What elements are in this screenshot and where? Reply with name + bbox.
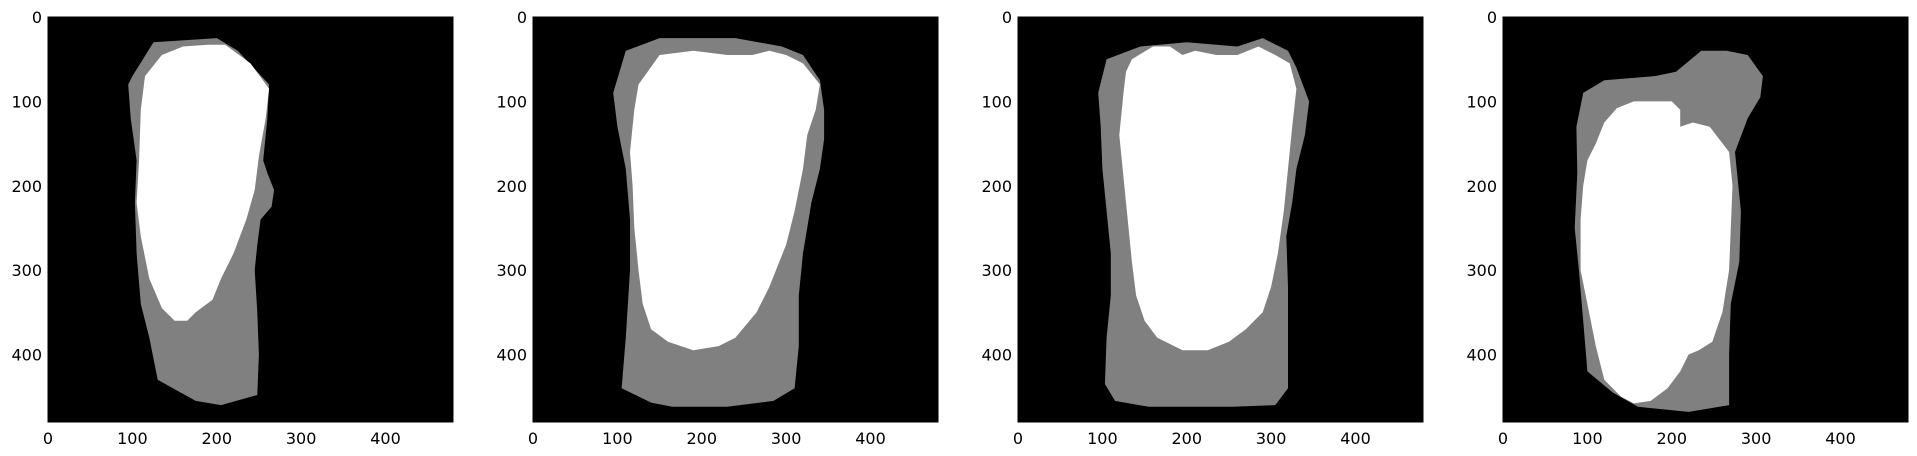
x-tick-label: 300 [286, 429, 317, 448]
x-tick-label: 100 [1087, 429, 1118, 448]
y-tick-label: 200 [11, 177, 42, 196]
x-tick-label: 100 [1572, 429, 1603, 448]
x-tick-label: 200 [1171, 429, 1202, 448]
y-tick-label: 0 [1487, 8, 1497, 27]
x-tick-label: 300 [1741, 429, 1772, 448]
y-tick-label: 400 [496, 346, 527, 365]
y-tick-label: 100 [1466, 92, 1497, 111]
inner-mask-region [1580, 101, 1733, 404]
y-tick-label: 0 [517, 8, 527, 27]
y-tick-label: 200 [981, 177, 1012, 196]
x-tick-label: 200 [686, 429, 717, 448]
x-tick-label: 300 [771, 429, 802, 448]
x-tick-label: 400 [370, 429, 401, 448]
axes-frame [1502, 16, 1909, 423]
y-tick-label: 400 [11, 346, 42, 365]
inner-mask-region [136, 44, 270, 321]
y-tick-label: 300 [11, 261, 42, 280]
y-tick-label: 300 [1466, 261, 1497, 280]
x-tick-label: 400 [1340, 429, 1371, 448]
y-tick-label: 100 [11, 92, 42, 111]
x-tick-label: 0 [43, 429, 53, 448]
y-tick-label: 200 [496, 177, 527, 196]
panel-4: 0 100 200 300 400 0 100 200 300 400 [1466, 8, 1909, 448]
x-tick-label: 100 [117, 429, 148, 448]
x-tick-label: 300 [1256, 429, 1287, 448]
x-tick-label: 400 [855, 429, 886, 448]
x-tick-label: 0 [528, 429, 538, 448]
x-tick-label: 200 [1656, 429, 1687, 448]
y-tick-label: 300 [496, 261, 527, 280]
y-tick-label: 0 [1002, 8, 1012, 27]
x-tick-label: 0 [1013, 429, 1023, 448]
axes-frame [47, 16, 454, 423]
panel-3: 0 100 200 300 400 0 100 200 300 400 [981, 8, 1424, 448]
y-tick-label: 100 [496, 92, 527, 111]
panel-2: 0 100 200 300 400 0 100 200 300 400 [496, 8, 939, 448]
y-tick-label: 400 [981, 346, 1012, 365]
y-tick-label: 300 [981, 261, 1012, 280]
y-tick-label: 200 [1466, 177, 1497, 196]
panel-1: 0 100 200 300 400 0 100 200 300 400 [11, 8, 454, 448]
axes-frame [1017, 16, 1424, 423]
x-tick-label: 400 [1825, 429, 1856, 448]
axes-frame [532, 16, 939, 423]
x-tick-label: 100 [602, 429, 633, 448]
y-tick-label: 0 [32, 8, 42, 27]
inner-mask-region [1119, 46, 1297, 351]
x-tick-label: 0 [1498, 429, 1508, 448]
y-tick-label: 400 [1466, 346, 1497, 365]
y-tick-label: 100 [981, 92, 1012, 111]
inner-mask-region [630, 50, 820, 351]
x-tick-label: 200 [201, 429, 232, 448]
